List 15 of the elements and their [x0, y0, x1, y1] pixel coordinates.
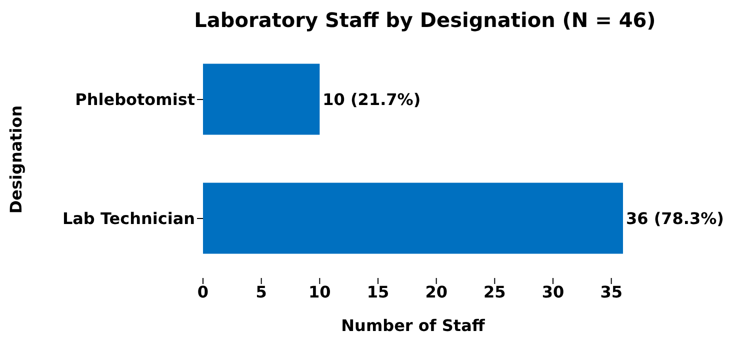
x-tick-label: 10 — [308, 282, 331, 302]
x-tick-label: 35 — [600, 282, 622, 302]
y-tick-label: Lab Technician — [62, 209, 195, 228]
x-tick-label: 25 — [484, 282, 506, 302]
y-axis-title: Designation — [6, 104, 26, 214]
x-tick-label: 20 — [425, 282, 448, 302]
chart-title: Laboratory Staff by Designation (N = 46) — [193, 8, 657, 32]
data-label: 36 (78.3%) — [626, 208, 724, 228]
y-tick-label: Phlebotomist — [75, 90, 196, 110]
x-tick-label: 5 — [256, 282, 267, 302]
data-label: 10 (21.7%) — [322, 90, 421, 109]
x-tick-label: 15 — [366, 282, 390, 302]
x-axis-title: Number of Staff — [340, 316, 486, 335]
x-tick-label: 30 — [542, 282, 564, 302]
x-tick-label: 0 — [197, 282, 209, 302]
